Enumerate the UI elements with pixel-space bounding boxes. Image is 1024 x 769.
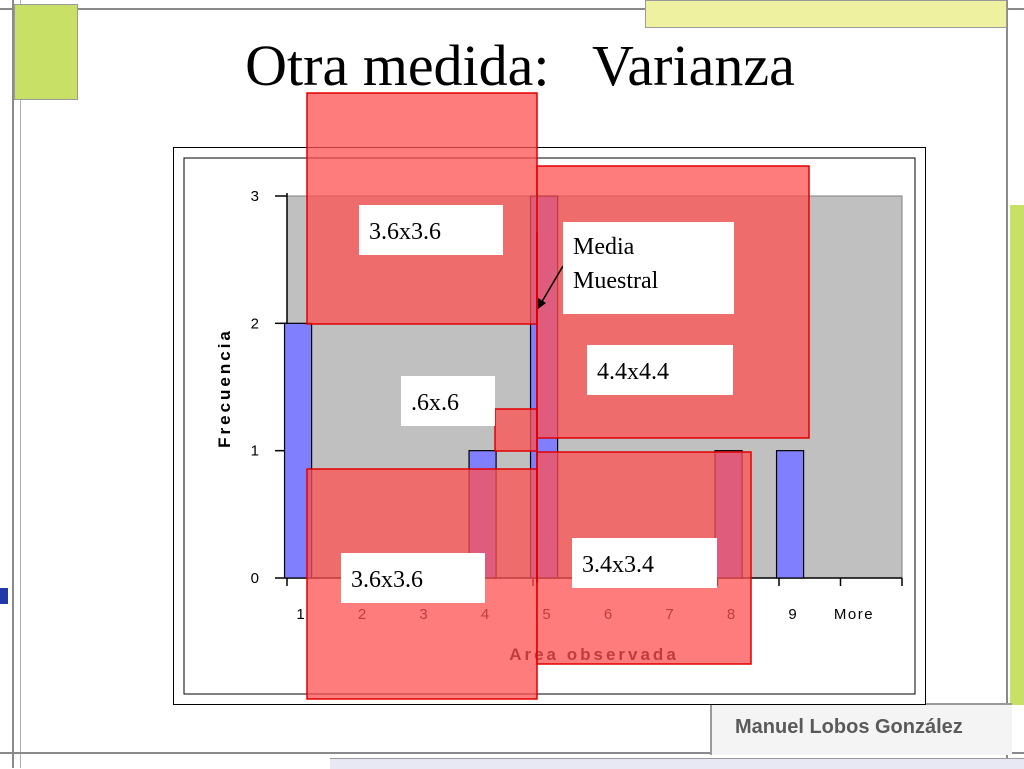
square-small <box>494 408 538 452</box>
deco-green-block-right <box>645 0 1007 28</box>
mean-label-line-2: Muestral <box>573 268 659 294</box>
slide-border-top <box>0 8 1024 10</box>
mean-arrow-head <box>538 298 546 309</box>
slide-border-right <box>1006 0 1008 768</box>
y-tick-label: 2 <box>251 315 259 332</box>
x-tick-label: 1 <box>296 606 304 623</box>
slide-title: Otra medida: Varianza <box>245 33 795 98</box>
slide-border-left-inner <box>20 0 21 768</box>
bar-9 <box>775 450 805 579</box>
deco-green-block-left <box>14 4 78 100</box>
x-tick-label: 9 <box>788 606 796 623</box>
deco-bottom-strip <box>330 758 1024 769</box>
y-tick-label: 0 <box>251 570 259 587</box>
mean-label: Media Muestral <box>563 222 734 314</box>
deco-green-strip-right <box>1010 205 1024 705</box>
label-square-bottom-right: 3.4x3.4 <box>572 538 717 588</box>
y-tick-label: 3 <box>251 188 259 205</box>
label-square-right-large: 4.4x4.4 <box>587 345 733 395</box>
slide-border-left <box>12 0 14 768</box>
mean-arrow <box>539 265 564 306</box>
label-square-top-left: 3.6x3.6 <box>359 205 503 255</box>
deco-blue-mark-left <box>0 588 8 604</box>
slide-border-bottom <box>0 752 1024 754</box>
label-square-bottom-left: 3.6x3.6 <box>341 553 485 603</box>
x-tick-label: More <box>834 606 874 623</box>
mean-label-line-1: Media <box>573 234 635 260</box>
y-axis-title: Frecuencia <box>215 328 234 448</box>
label-square-small: .6x.6 <box>401 376 495 426</box>
footer-author: Manuel Lobos González <box>735 716 963 738</box>
y-tick-label: 1 <box>251 443 259 460</box>
